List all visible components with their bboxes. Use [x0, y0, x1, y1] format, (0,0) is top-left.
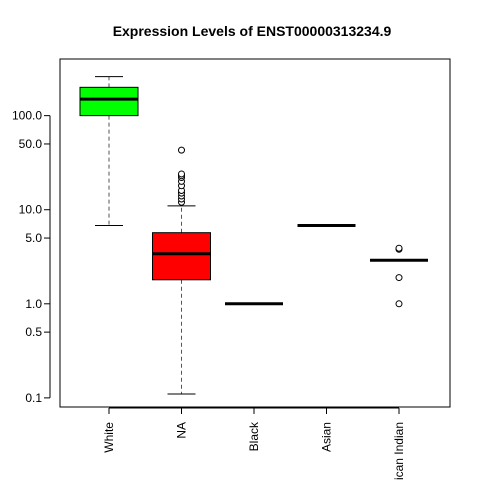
y-tick-label: 1.0: [25, 297, 42, 311]
x-tick-label: American Indian: [392, 422, 406, 480]
y-tick-label: 50.0: [19, 137, 43, 151]
x-tick-label: NA: [175, 422, 189, 439]
y-axis: 0.1 0.5 1.0 5.0 10.0 50.0 100.0: [12, 109, 51, 405]
plot-area: [79, 76, 428, 395]
x-tick-label: Asian: [320, 422, 334, 452]
box-white: [79, 76, 139, 226]
chart-title: Expression Levels of ENST00000313234.9: [113, 23, 392, 39]
box-american-indian: [370, 244, 428, 308]
x-axis: White NA Black Asian American Indian: [102, 407, 406, 480]
outlier-point: [395, 300, 403, 308]
y-tick-label: 5.0: [25, 231, 42, 245]
outlier-point: [178, 170, 185, 178]
plot-frame: [59, 58, 451, 408]
y-tick-label: 100.0: [12, 109, 42, 123]
y-tick-label: 0.5: [25, 325, 42, 339]
x-tick-label: White: [102, 422, 116, 453]
outlier-point: [395, 274, 403, 282]
x-tick-label: Black: [247, 421, 261, 451]
box-iqr: [79, 86, 139, 117]
y-tick-label: 0.1: [25, 391, 42, 405]
box-na: [152, 146, 211, 395]
outlier-point: [395, 244, 403, 252]
y-tick-label: 10.0: [19, 203, 43, 217]
box-iqr: [152, 232, 211, 281]
outlier-point: [178, 146, 185, 154]
